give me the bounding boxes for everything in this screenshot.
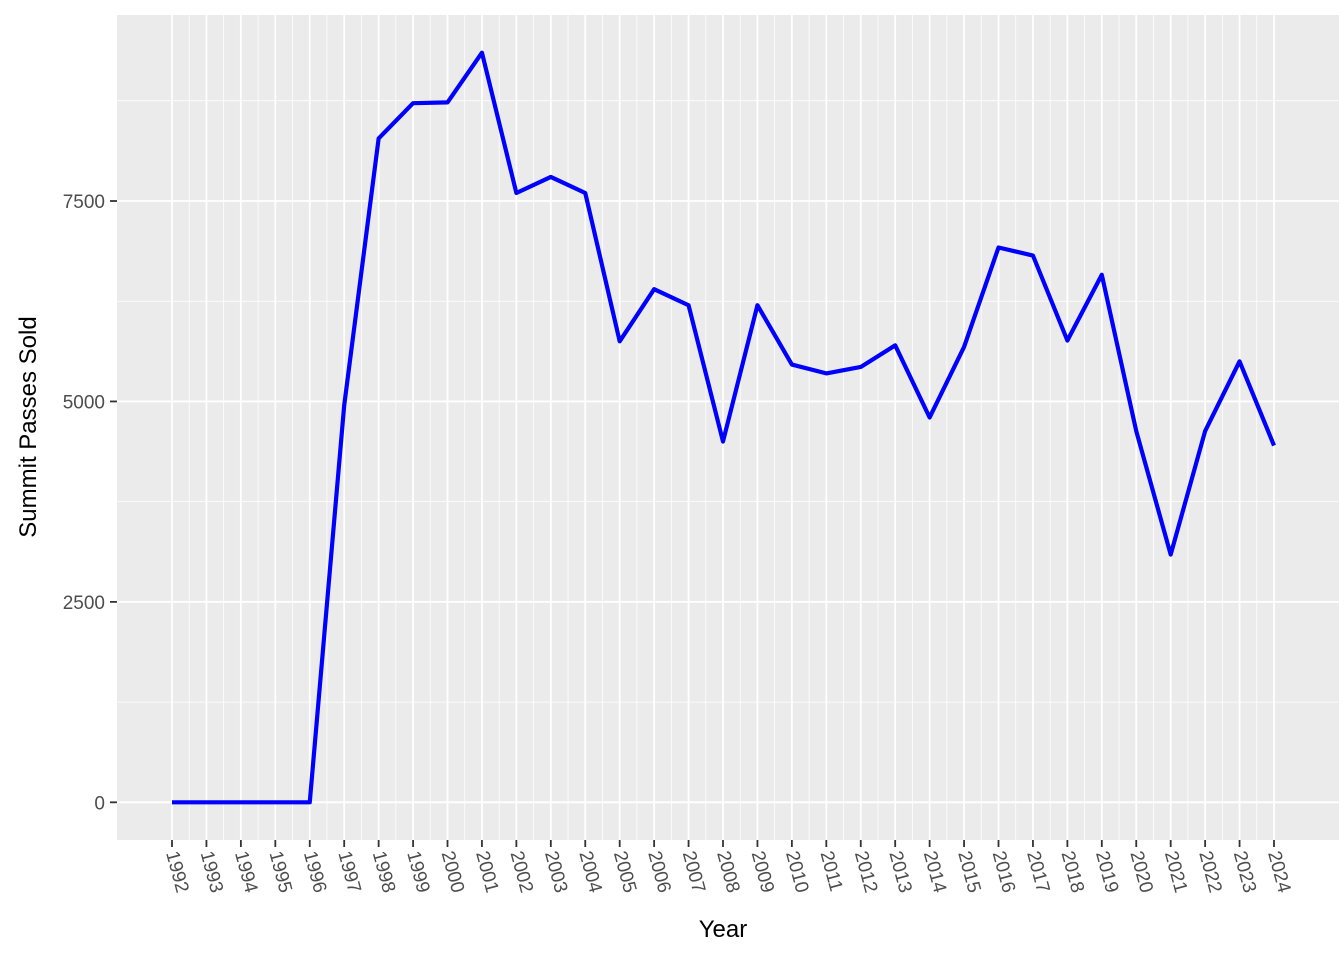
x-tick-label: 2005 bbox=[609, 849, 640, 895]
x-tick-label: 2001 bbox=[471, 849, 502, 895]
x-tick-label: 1997 bbox=[333, 849, 364, 895]
x-tick-label: 2021 bbox=[1160, 849, 1191, 895]
x-tick-label: 2012 bbox=[850, 849, 881, 895]
x-tick-label: 2014 bbox=[919, 849, 950, 896]
major-gridlines bbox=[117, 15, 1339, 840]
x-axis: 1992 1993 1994 1995 1996 1997 1998 1999 2000 2001… bbox=[161, 840, 1295, 896]
x-tick-label: 2015 bbox=[953, 849, 984, 895]
minor-gridlines bbox=[117, 15, 1339, 840]
x-tick-label: 2022 bbox=[1194, 849, 1225, 895]
series-layer bbox=[172, 50, 1276, 805]
x-tick-label: 2007 bbox=[678, 849, 709, 895]
series-line bbox=[172, 50, 1276, 805]
x-tick-label: 1993 bbox=[196, 849, 227, 895]
y-tick-label: 2500 bbox=[63, 593, 105, 614]
y-tick-label: 0 bbox=[94, 793, 105, 814]
x-tick-label: 1995 bbox=[264, 849, 295, 895]
x-tick-label: 2013 bbox=[884, 849, 915, 895]
x-tick-label: 2008 bbox=[712, 849, 743, 895]
x-tick-label: 1994 bbox=[230, 849, 261, 896]
x-tick-label: 1992 bbox=[161, 849, 192, 895]
x-tick-label: 2006 bbox=[643, 849, 674, 895]
y-tick-label: 5000 bbox=[63, 392, 105, 413]
x-tick-label: 1998 bbox=[368, 849, 399, 895]
x-tick-label: 2017 bbox=[1022, 849, 1053, 895]
y-axis: 0 2500 5000 7500 bbox=[63, 192, 117, 814]
x-axis-title: Year bbox=[699, 916, 748, 943]
x-tick-label: 2023 bbox=[1229, 849, 1260, 895]
x-tick-label: 2024 bbox=[1263, 849, 1294, 896]
x-tick-label: 2010 bbox=[781, 849, 812, 895]
x-tick-label: 1996 bbox=[299, 849, 330, 895]
x-tick-label: 2003 bbox=[540, 849, 571, 895]
y-axis-title: Summit Passes Sold bbox=[15, 316, 42, 537]
x-tick-label: 2009 bbox=[747, 849, 778, 895]
x-tick-label: 2018 bbox=[1057, 849, 1088, 895]
x-tick-label: 2002 bbox=[506, 849, 537, 895]
x-tick-label: 2020 bbox=[1125, 849, 1156, 895]
x-tick-label: 2000 bbox=[437, 849, 468, 895]
x-tick-label: 2016 bbox=[988, 849, 1019, 895]
x-tick-label: 2004 bbox=[574, 849, 605, 896]
x-tick-label: 1999 bbox=[402, 849, 433, 895]
x-tick-label: 2011 bbox=[815, 849, 846, 894]
y-tick-label: 7500 bbox=[63, 192, 105, 213]
x-tick-label: 2019 bbox=[1091, 849, 1122, 895]
